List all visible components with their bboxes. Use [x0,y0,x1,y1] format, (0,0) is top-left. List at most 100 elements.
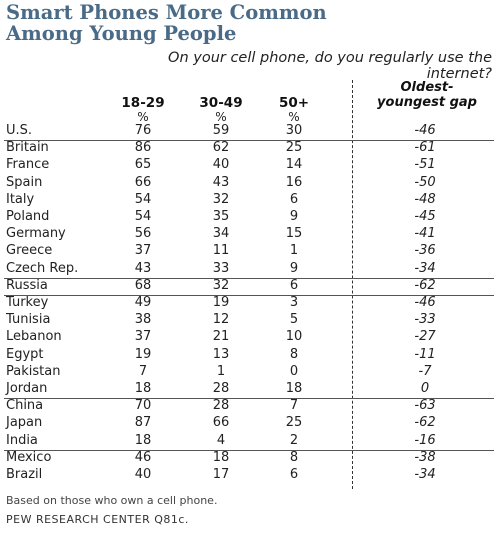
value-cell-18-29: 37 [134,329,152,345]
value-cell-18-29: 54 [134,191,152,207]
table-row: Brazil 40 17 6 -34 [0,466,500,483]
gap-value-cell: -62 [414,415,436,431]
table-row: Poland 54 35 9 -45 [0,208,500,225]
gap-value-cell: -16 [414,432,436,448]
country-label: Tunisia [6,312,51,328]
country-label: Greece [6,243,53,259]
value-cell-30-49: 43 [212,174,230,190]
value-cell-18-29: 18 [134,381,152,396]
value-cell-50-plus: 25 [285,415,303,431]
gap-header-line-1: Oldest- [400,80,454,95]
value-cell-30-49: 34 [212,226,230,242]
value-cell-50-plus: 10 [285,329,303,345]
country-label: Poland [6,209,50,224]
value-cell-30-49: 33 [212,260,230,276]
table-row: U.S. 76 59 30 -46 [0,122,500,139]
gap-value-cell: -63 [414,398,436,414]
gap-value-cell: -41 [414,226,436,242]
value-cell-18-29: 86 [134,140,152,156]
country-label: Russia [6,277,48,293]
table-row: Tunisia 38 12 5 -33 [0,311,500,328]
value-cell-18-29: 68 [134,277,152,293]
country-label: Britain [6,140,49,156]
group-separator [4,295,494,296]
value-cell-50-plus: 6 [289,277,299,293]
value-cell-18-29: 7 [138,363,148,379]
unit-label-30-49: % [215,110,227,124]
value-cell-30-49: 13 [212,346,230,362]
gap-header-line-2: youngest gap [377,95,477,110]
value-cell-30-49: 18 [212,449,230,465]
value-cell-18-29: 87 [134,415,152,431]
gap-value-cell: -61 [414,140,436,156]
table-row: Lebanon 37 21 10 -27 [0,328,500,345]
value-cell-30-49: 28 [212,381,230,396]
country-label: Japan [6,415,43,431]
gap-value-cell: -38 [414,449,436,465]
value-cell-18-29: 54 [134,209,152,224]
value-cell-18-29: 66 [134,174,152,190]
gap-value-cell: -7 [418,363,432,379]
table-row: Japan 87 66 25 -62 [0,414,500,431]
value-cell-18-29: 19 [134,346,152,362]
unit-label-18-29: % [137,110,149,124]
value-cell-50-plus: 0 [289,363,299,379]
value-cell-30-49: 12 [212,312,230,328]
country-label: China [6,398,44,414]
value-cell-30-49: 17 [212,467,230,482]
table-row: Jordan 18 28 18 0 [0,380,500,397]
value-cell-30-49: 32 [212,277,230,293]
gap-value-cell: -51 [414,157,436,173]
value-cell-50-plus: 2 [289,432,299,448]
value-cell-30-49: 11 [212,243,230,259]
value-cell-18-29: 49 [134,295,152,310]
value-cell-30-49: 1 [216,363,226,379]
country-label: Germany [6,226,66,242]
value-cell-50-plus: 6 [289,467,299,482]
chart-title-line-2: Among Young People [6,22,237,45]
value-cell-50-plus: 25 [285,140,303,156]
gap-value-cell: -48 [414,191,436,207]
gap-value-cell: -27 [414,329,436,345]
gap-value-cell: -34 [414,260,436,276]
value-cell-18-29: 38 [134,312,152,328]
gap-value-cell: -36 [414,243,436,259]
value-cell-50-plus: 30 [285,123,303,138]
value-cell-30-49: 21 [212,329,230,345]
gap-value-cell: -46 [414,295,436,310]
table-row: China 70 28 7 -63 [0,397,500,414]
table-row: Britain 86 62 25 -61 [0,139,500,156]
unit-label-50-plus: % [288,110,300,124]
table-row: Germany 56 34 15 -41 [0,225,500,242]
value-cell-30-49: 32 [212,191,230,207]
table-row: Mexico 46 18 8 -38 [0,449,500,466]
value-cell-30-49: 66 [212,415,230,431]
value-cell-50-plus: 9 [289,209,299,224]
value-cell-18-29: 37 [134,243,152,259]
table-row: France 65 40 14 -51 [0,156,500,173]
footnote: Based on those who own a cell phone. [6,494,218,507]
value-cell-18-29: 70 [134,398,152,414]
value-cell-50-plus: 9 [289,260,299,276]
value-cell-50-plus: 14 [285,157,303,173]
value-cell-30-49: 4 [216,432,226,448]
country-label: Jordan [6,381,48,396]
value-cell-30-49: 62 [212,140,230,156]
value-cell-50-plus: 6 [289,191,299,207]
chart-title-line-1: Smart Phones More Common [6,1,327,24]
table-row: Italy 54 32 6 -48 [0,191,500,208]
value-cell-50-plus: 16 [285,174,303,190]
country-label: France [6,157,50,173]
country-label: Czech Rep. [6,260,79,276]
value-cell-50-plus: 8 [289,449,299,465]
value-cell-18-29: 56 [134,226,152,242]
table-row: Spain 66 43 16 -50 [0,174,500,191]
gap-value-cell: -50 [414,174,436,190]
value-cell-30-49: 19 [212,295,230,310]
value-cell-30-49: 28 [212,398,230,414]
value-cell-18-29: 46 [134,449,152,465]
value-cell-50-plus: 8 [289,346,299,362]
value-cell-18-29: 40 [134,467,152,482]
gap-value-cell: -45 [414,209,436,224]
value-cell-30-49: 35 [212,209,230,224]
